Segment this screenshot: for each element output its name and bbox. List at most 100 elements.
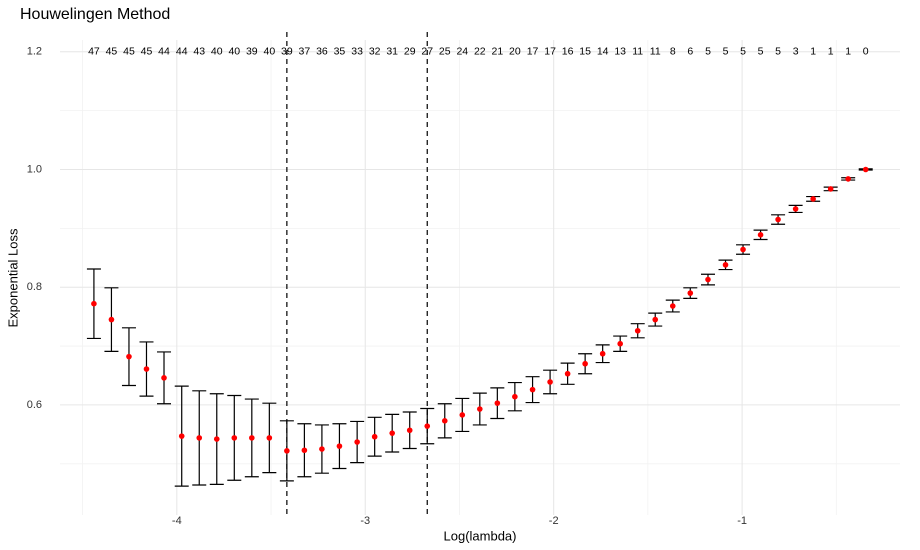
point <box>231 435 238 441</box>
nonzero-label: 45 <box>106 46 118 58</box>
nonzero-label: 39 <box>246 46 258 58</box>
nonzero-label: 21 <box>491 46 503 58</box>
y-tick-label: 0.6 <box>27 399 42 411</box>
point <box>634 327 641 334</box>
point <box>652 316 659 323</box>
nonzero-label: 13 <box>614 46 626 58</box>
x-tick-label: -3 <box>360 515 370 527</box>
nonzero-label: 6 <box>687 46 693 58</box>
point <box>126 353 132 360</box>
nonzero-label: 33 <box>351 46 363 58</box>
y-tick-label: 1.0 <box>27 163 42 175</box>
nonzero-label: 1 <box>845 46 851 58</box>
point <box>441 418 448 424</box>
nonzero-label: 1 <box>810 46 816 58</box>
point <box>599 350 606 357</box>
point <box>722 262 729 268</box>
point <box>161 375 167 381</box>
point <box>740 246 746 253</box>
point <box>249 435 255 441</box>
point <box>354 439 360 445</box>
point <box>284 448 290 454</box>
nonzero-label: 22 <box>474 46 486 58</box>
x-tick-label: -1 <box>737 515 747 527</box>
x-tick-label: -2 <box>549 515 559 527</box>
nonzero-label: 15 <box>579 46 591 58</box>
nonzero-label: 40 <box>263 46 275 58</box>
nonzero-label: 14 <box>597 46 609 58</box>
point <box>582 360 588 367</box>
nonzero-label: 5 <box>758 46 764 58</box>
nonzero-label: 1 <box>828 46 834 58</box>
point <box>827 186 834 192</box>
point <box>213 436 220 442</box>
nonzero-label: 5 <box>775 46 781 58</box>
nonzero-label: 40 <box>228 46 240 58</box>
point <box>564 370 571 377</box>
nonzero-label: 11 <box>632 46 643 58</box>
point <box>319 446 325 452</box>
point <box>424 423 431 429</box>
nonzero-label: 35 <box>334 46 346 58</box>
nonzero-label: 17 <box>544 46 556 58</box>
point <box>301 447 308 454</box>
point <box>91 300 97 307</box>
nonzero-label: 45 <box>141 46 153 58</box>
point <box>687 290 694 296</box>
nonzero-label: 36 <box>316 46 328 58</box>
nonzero-label: 44 <box>176 46 188 58</box>
nonzero-label: 29 <box>404 46 416 58</box>
nonzero-label: 5 <box>705 46 711 58</box>
chart-title: Houwelingen Method <box>20 6 170 23</box>
nonzero-label: 24 <box>456 46 468 58</box>
point <box>477 406 483 412</box>
nonzero-label: 43 <box>193 46 205 58</box>
nonzero-label: 32 <box>369 46 381 58</box>
nonzero-label: 31 <box>386 46 398 58</box>
y-tick-label: 1.2 <box>27 46 42 58</box>
nonzero-label: 5 <box>723 46 729 58</box>
nonzero-label: 45 <box>123 46 135 58</box>
point <box>529 386 536 393</box>
point <box>705 276 711 283</box>
point <box>143 366 150 372</box>
x-tick-label: -4 <box>172 515 182 527</box>
point <box>617 340 623 347</box>
point <box>512 393 518 400</box>
nonzero-label: 0 <box>863 46 869 58</box>
nonzero-label: 25 <box>439 46 451 58</box>
nonzero-label: 47 <box>88 46 100 58</box>
nonzero-label: 20 <box>509 46 521 58</box>
point <box>547 379 553 385</box>
x-axis-title: Log(lambda) <box>444 528 517 543</box>
point <box>178 433 185 439</box>
nonzero-label: 39 <box>281 46 293 58</box>
point <box>792 206 799 212</box>
nonzero-label: 5 <box>740 46 746 58</box>
nonzero-label: 37 <box>299 46 311 58</box>
point <box>196 435 203 441</box>
nonzero-label: 40 <box>211 46 223 58</box>
point <box>371 433 378 440</box>
point <box>845 176 851 182</box>
point <box>336 443 343 449</box>
y-tick-label: 0.8 <box>27 281 42 293</box>
nonzero-label: 8 <box>670 46 676 58</box>
point <box>406 427 413 434</box>
point <box>108 316 115 323</box>
point <box>494 400 501 406</box>
nonzero-label: 27 <box>421 46 433 58</box>
point <box>459 412 466 418</box>
nonzero-label: 11 <box>650 46 661 58</box>
point <box>757 232 764 238</box>
point <box>810 196 816 202</box>
point <box>266 435 273 441</box>
y-axis-title: Exponential Loss <box>5 228 20 328</box>
point <box>775 216 781 223</box>
nonzero-label: 17 <box>527 46 539 58</box>
nonzero-label: 3 <box>793 46 799 58</box>
nonzero-label: 44 <box>158 46 170 58</box>
nonzero-label: 16 <box>562 46 574 58</box>
point <box>669 303 676 309</box>
